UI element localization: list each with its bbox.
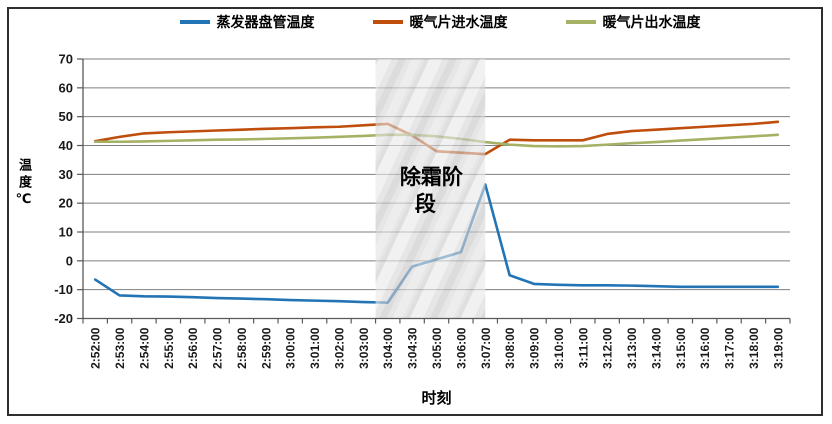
y-tick-label: 40 — [59, 138, 73, 153]
x-tick-label: 3:08:00 — [503, 327, 517, 369]
defrost-stage-band — [375, 59, 486, 319]
legend-label: 暖气片进水温度 — [409, 14, 508, 30]
x-tick-label: 3:04:00 — [381, 327, 395, 369]
x-tick-label: 2:59:00 — [259, 327, 273, 369]
legend-item-radiator-inlet-water-temp: 暖气片进水温度 — [372, 12, 508, 32]
x-tick-label: 3:15:00 — [674, 327, 688, 369]
y-tick-label: 30 — [59, 167, 73, 182]
x-tick-label: 2:52:00 — [89, 327, 103, 369]
y-tick-label: 10 — [59, 225, 73, 240]
legend-item-radiator-outlet-water-temp: 暖气片出水温度 — [565, 12, 701, 32]
x-tick-label: 3:03:00 — [357, 327, 371, 369]
x-tick-label: 3:16:00 — [698, 327, 712, 369]
chart-legend: 蒸发器盘管温度 暖气片进水温度 暖气片出水温度 — [90, 12, 790, 32]
x-tick-label: 3:00:00 — [284, 327, 298, 369]
y-axis-title: 温度℃ — [17, 158, 32, 211]
x-tick-label: 2:54:00 — [137, 327, 151, 369]
x-tick-label: 3:19:00 — [771, 327, 785, 369]
y-tick-label: 60 — [59, 80, 73, 95]
x-tick-label: 3:09:00 — [528, 327, 542, 369]
x-tick-label: 3:10:00 — [552, 327, 566, 369]
x-tick-label: 3:17:00 — [723, 327, 737, 369]
legend-label: 暖气片出水温度 — [602, 14, 701, 30]
x-tick-label: 2:57:00 — [211, 327, 225, 369]
x-tick-label: 3:04:30 — [406, 327, 420, 369]
x-tick-label: 3:06:00 — [454, 327, 468, 369]
x-tick-label: 3:05:00 — [430, 327, 444, 369]
x-tick-label: 2:55:00 — [162, 327, 176, 369]
y-tick-label: 0 — [66, 253, 73, 268]
y-tick-label: 20 — [59, 196, 73, 211]
x-tick-label: 3:01:00 — [308, 327, 322, 369]
plot-area: 70 60 50 40 30 20 10 0 -10 -20 2:52:00 2:53:00 2:54:… — [54, 52, 791, 369]
y-tick-label: 50 — [59, 109, 73, 124]
x-tick-label: 2:58:00 — [235, 327, 249, 369]
y-tick-label: -20 — [54, 311, 73, 326]
defrost-stage-label: 除霜阶段 — [400, 165, 464, 216]
legend-line-marker — [179, 20, 210, 24]
y-tick-label: 70 — [59, 52, 73, 67]
x-tick-label: 3:02:00 — [332, 327, 346, 369]
x-axis-title: 时刻 — [421, 390, 452, 407]
legend-line-marker — [565, 20, 596, 24]
x-tick-label: 3:12:00 — [601, 327, 615, 369]
x-tick-label: 3:07:00 — [479, 327, 493, 369]
legend-item-evaporator-coil-temp: 蒸发器盘管温度 — [179, 12, 315, 32]
x-tick-label: 3:14:00 — [649, 327, 663, 369]
legend-line-marker — [372, 20, 403, 24]
x-tick-label: 2:56:00 — [186, 327, 200, 369]
x-tick-label: 2:53:00 — [113, 327, 127, 369]
y-tick-label: -10 — [54, 282, 73, 297]
x-tick-label: 3:13:00 — [625, 327, 639, 369]
x-tick-label: 3:11:00 — [576, 327, 590, 368]
x-tick-label: 3:18:00 — [747, 327, 761, 369]
legend-label: 蒸发器盘管温度 — [216, 14, 315, 30]
